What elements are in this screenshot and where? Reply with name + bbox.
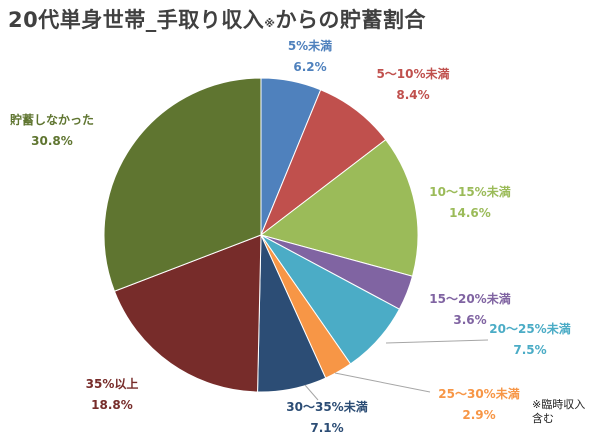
pie-slice xyxy=(259,138,419,277)
slice-value-label: 3.6% xyxy=(453,313,486,327)
chart-title-main: 20代単身世帯_手取り収入 xyxy=(8,8,265,32)
slice-category-label: 30〜35%未満 xyxy=(286,399,367,414)
slice-category-label: 20〜25%未満 xyxy=(489,321,570,336)
pie-slice xyxy=(103,77,262,292)
slice-value-label: 7.1% xyxy=(310,421,343,435)
chart-title: 20代単身世帯_手取り収入※からの貯蓄割合 xyxy=(8,4,426,34)
slice-category-label: 10〜15%未満 xyxy=(429,184,510,199)
slice-category-label: 25〜30%未満 xyxy=(438,386,519,401)
leader-lines xyxy=(304,339,489,401)
slice-value-label: 18.8% xyxy=(91,398,133,412)
chart-title-note-mark: ※ xyxy=(264,17,276,30)
slice-value-label: 2.9% xyxy=(462,408,495,422)
slice-category-label: 15〜20%未満 xyxy=(429,291,510,306)
slice-value-label: 6.2% xyxy=(293,60,326,74)
pie-slice xyxy=(113,234,262,393)
pie-slices xyxy=(103,77,419,393)
slice-labels: 5%未満 6.2% 5〜10%未満 8.4% 10〜15%未満 14.6% 15〜20%未満… xyxy=(10,38,571,435)
slice-category-label: 35%以上 xyxy=(86,376,139,391)
slice-value-label: 30.8% xyxy=(31,134,73,148)
footnote: ※臨時収入含む xyxy=(532,398,586,425)
leader-line xyxy=(304,384,319,401)
slice-value-label: 14.6% xyxy=(449,206,491,220)
slice-category-label: 5〜10%未満 xyxy=(376,66,449,81)
leader-line xyxy=(334,372,431,393)
slice-category-label: 5%未満 xyxy=(288,38,332,53)
leader-line xyxy=(385,339,489,344)
slice-value-label: 7.5% xyxy=(513,343,546,357)
chart-title-rest: からの貯蓄割合 xyxy=(275,8,426,32)
slice-value-label: 8.4% xyxy=(396,88,429,102)
slice-category-label: 貯蓄しなかった xyxy=(10,112,94,127)
